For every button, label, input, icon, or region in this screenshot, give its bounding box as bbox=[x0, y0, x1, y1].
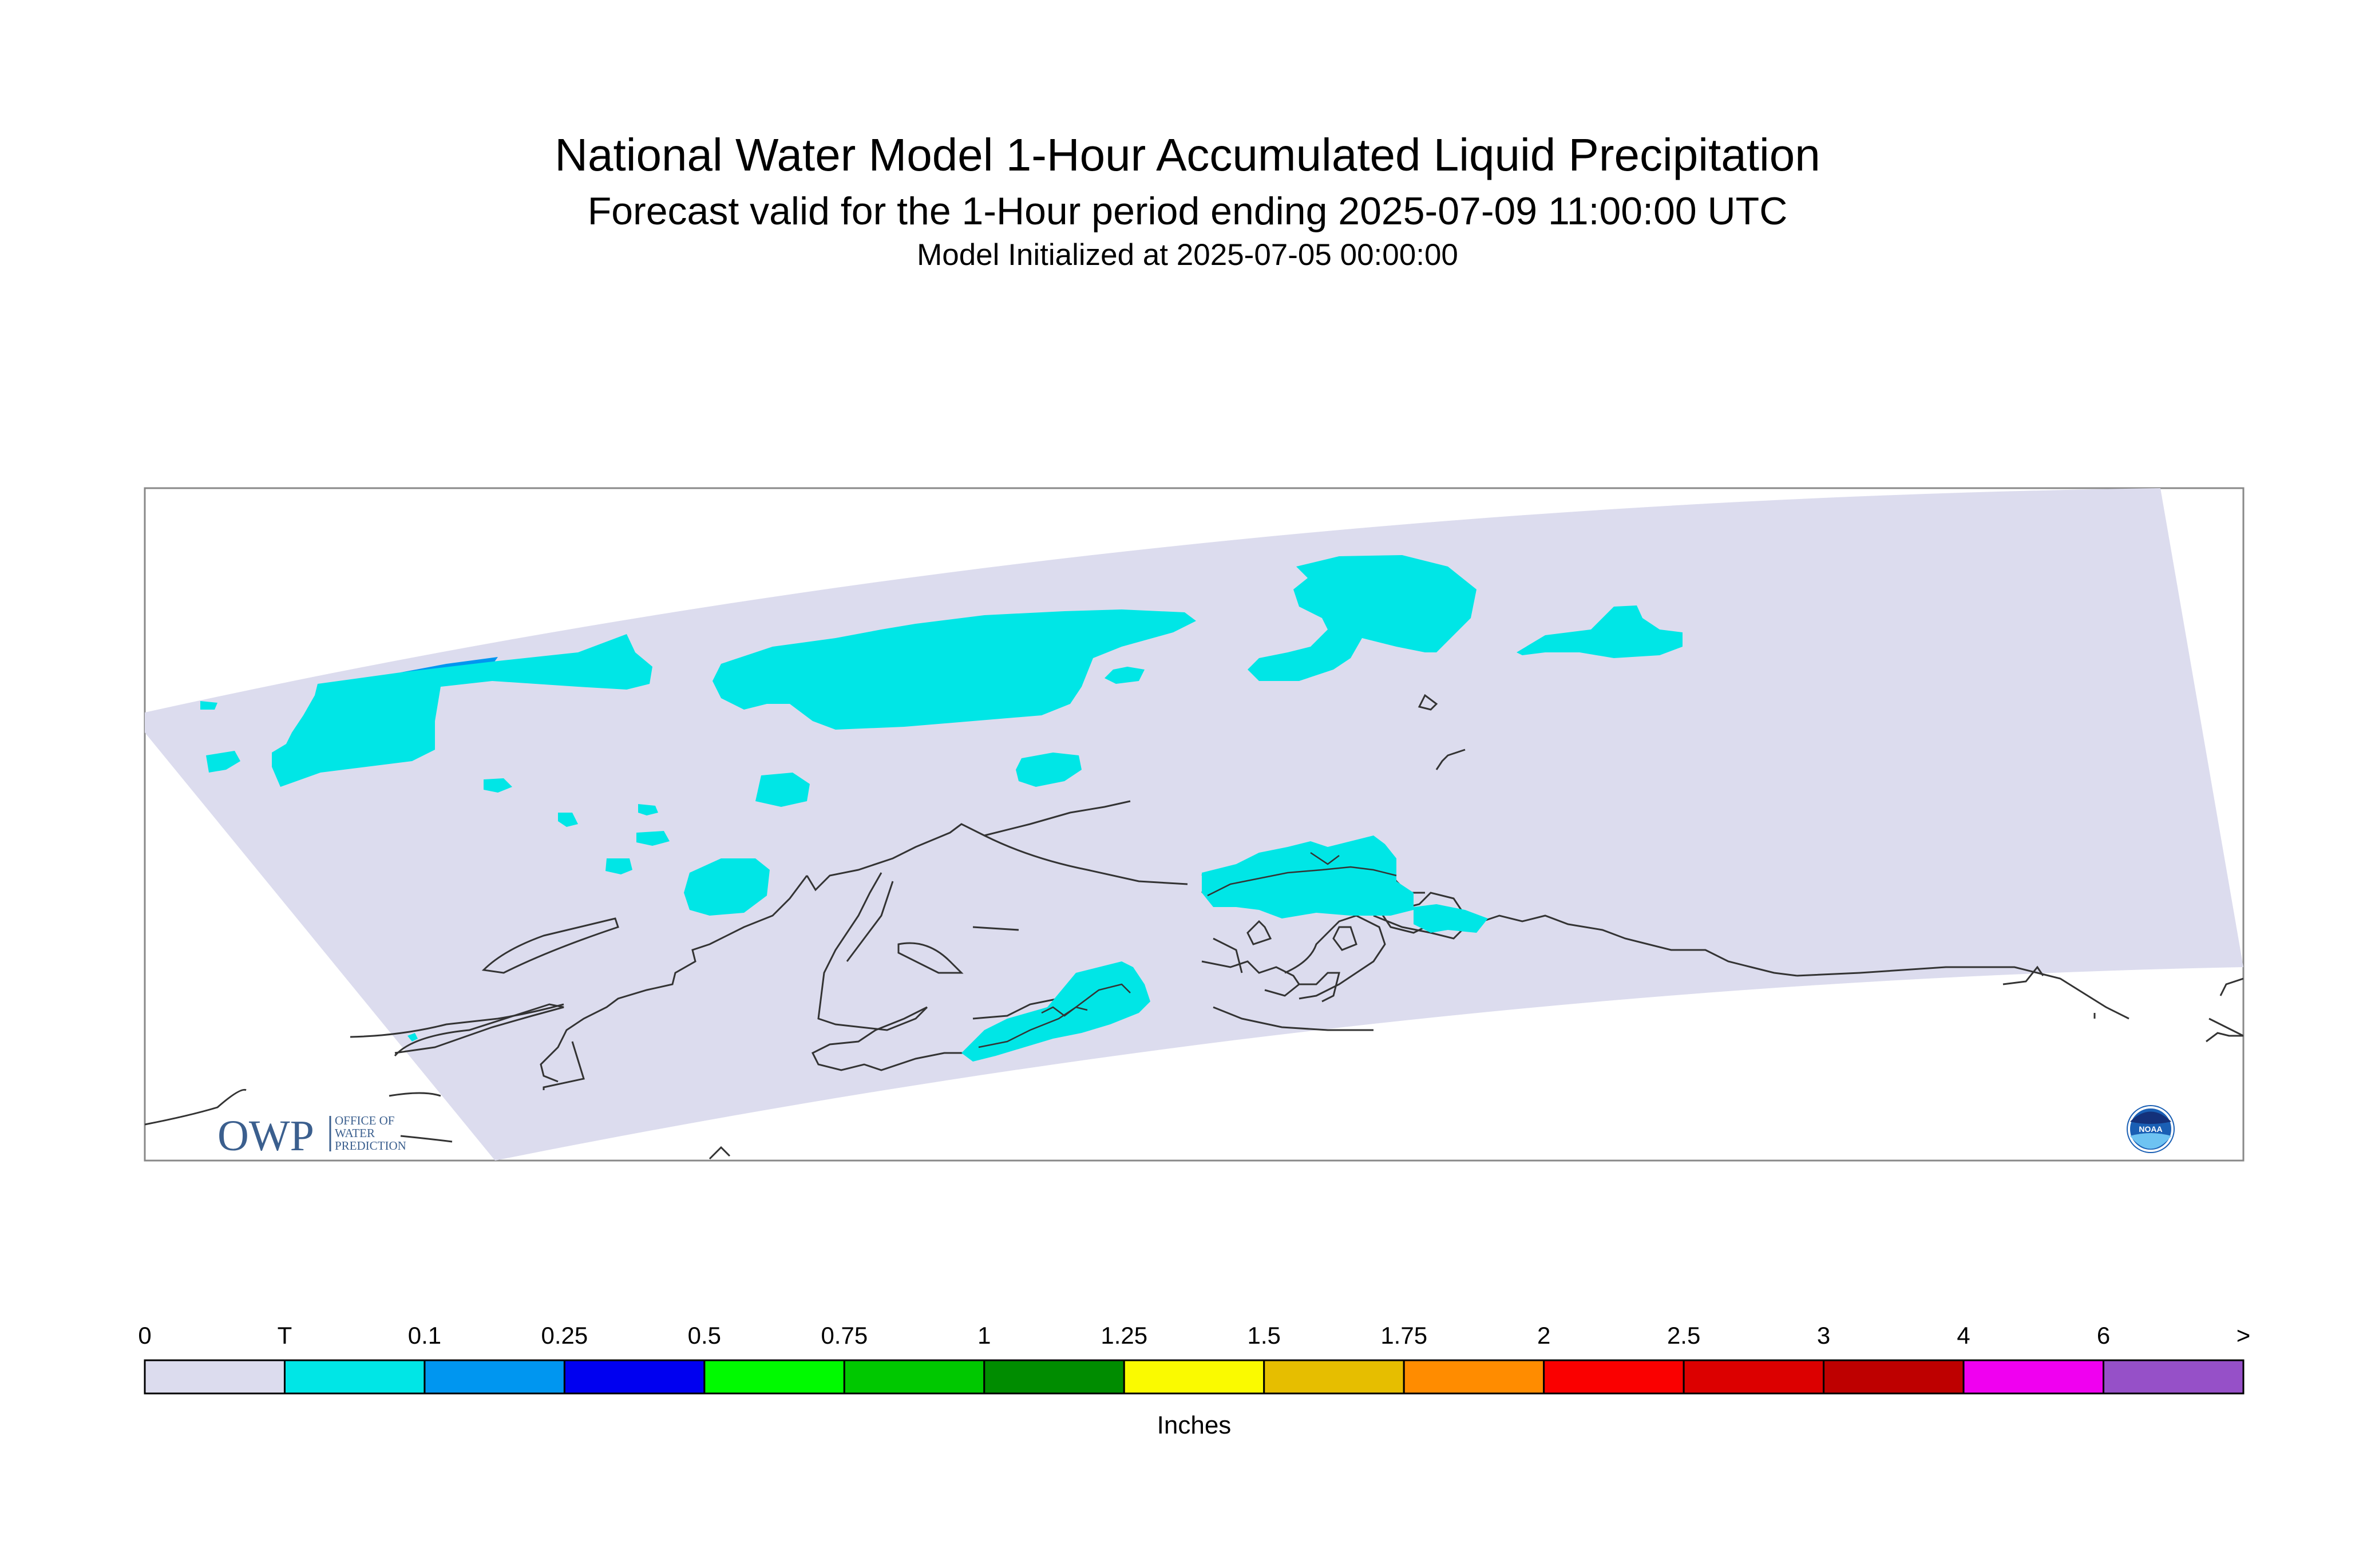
legend-tick-label: 2.5 bbox=[1667, 1322, 1700, 1349]
owp-logo-text: OWP bbox=[217, 1112, 314, 1160]
svg-text:NOAA: NOAA bbox=[2139, 1124, 2162, 1134]
legend-tick-label: 1.5 bbox=[1248, 1322, 1281, 1349]
legend-tick-label: 6 bbox=[2097, 1322, 2110, 1349]
legend-tick-label: 0.5 bbox=[688, 1322, 721, 1349]
legend-swatch bbox=[283, 1359, 426, 1395]
legend-swatch bbox=[1263, 1359, 1405, 1395]
legend-swatch bbox=[2103, 1359, 2245, 1395]
legend-swatch bbox=[1123, 1359, 1265, 1395]
legend-swatch bbox=[843, 1359, 985, 1395]
model-domain bbox=[145, 488, 2243, 1161]
legend-swatch bbox=[1543, 1359, 1685, 1395]
legend-swatch bbox=[703, 1359, 845, 1395]
legend-swatch bbox=[563, 1359, 706, 1395]
legend-swatch bbox=[144, 1359, 286, 1395]
legend-tick-label: 3 bbox=[1817, 1322, 1830, 1349]
legend-tick-label: 0.1 bbox=[408, 1322, 441, 1349]
legend-tick-label: > bbox=[2237, 1322, 2251, 1349]
noaa-logo: NOAA bbox=[2127, 1105, 2175, 1153]
legend-swatch bbox=[423, 1359, 565, 1395]
legend-tick-label: 1.75 bbox=[1380, 1322, 1427, 1349]
legend-tick-label: 0 bbox=[138, 1322, 151, 1349]
legend-tick-label: 2 bbox=[1537, 1322, 1550, 1349]
svg-text:WATER: WATER bbox=[335, 1126, 375, 1140]
legend-tick-label: 4 bbox=[1957, 1322, 1970, 1349]
legend-tick-label: 0.25 bbox=[541, 1322, 588, 1349]
legend-swatch bbox=[1403, 1359, 1545, 1395]
legend-swatch bbox=[1683, 1359, 1825, 1395]
precip-area-01 bbox=[401, 657, 498, 672]
legend-units-label: Inches bbox=[1157, 1411, 1232, 1439]
legend-tick-label: 0.75 bbox=[821, 1322, 868, 1349]
legend-tick-label: 1.25 bbox=[1101, 1322, 1147, 1349]
svg-text:OFFICE OF: OFFICE OF bbox=[335, 1114, 394, 1127]
legend-swatch bbox=[1823, 1359, 1965, 1395]
legend-tick-label: T bbox=[278, 1322, 292, 1349]
owp-logo: OWP OFFICE OF WATER PREDICTION bbox=[217, 1112, 406, 1160]
chart-title: National Water Model 1-Hour Accumulated … bbox=[555, 129, 1820, 180]
chart-subtitle: Forecast valid for the 1-Hour period end… bbox=[587, 189, 1788, 233]
precip-trace-areas bbox=[200, 555, 1683, 1062]
legend-tick-label: 1 bbox=[977, 1322, 991, 1349]
model-init-text: Model Initialized at 2025-07-05 00:00:00 bbox=[917, 238, 1458, 272]
legend-swatch bbox=[983, 1359, 1125, 1395]
svg-text:PREDICTION: PREDICTION bbox=[335, 1139, 406, 1153]
legend-swatch bbox=[1962, 1359, 2105, 1395]
